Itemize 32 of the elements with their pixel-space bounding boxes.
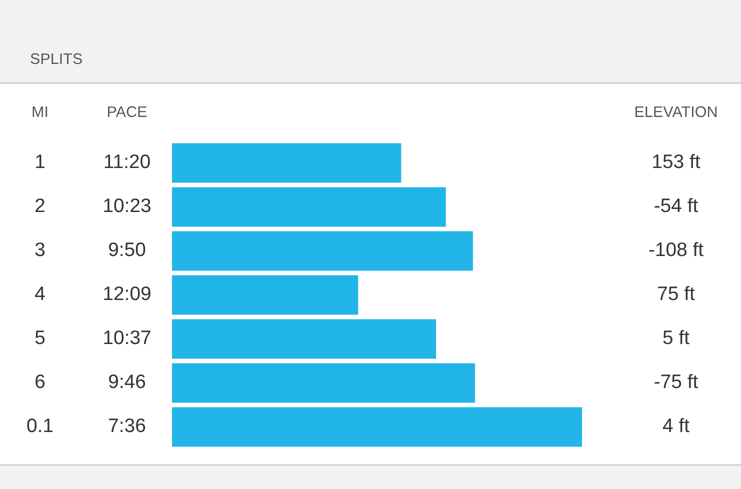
bar xyxy=(172,319,436,359)
text: -75 ft xyxy=(654,374,698,388)
text: 4 ft xyxy=(662,418,690,432)
text: 153 ft xyxy=(653,154,700,168)
bar xyxy=(172,407,582,447)
text: 7:36 xyxy=(109,418,146,432)
text: 9:50 xyxy=(108,242,146,256)
text: -54 ft xyxy=(654,198,698,212)
y-tick-label: 0.1 xyxy=(27,418,53,432)
text: PACE xyxy=(108,106,147,118)
y-tick-label: 4 xyxy=(35,286,45,300)
text: 12:09 xyxy=(104,286,150,300)
text: 75 ft xyxy=(658,286,695,300)
y-tick-label: 5 xyxy=(35,330,45,344)
y-tick-label: 3 xyxy=(35,242,45,256)
text: 9:46 xyxy=(108,374,146,388)
text: -108 ft xyxy=(649,242,704,256)
bar xyxy=(172,275,358,315)
bar xyxy=(172,231,473,271)
bar xyxy=(172,363,475,403)
text: 11:20 xyxy=(104,154,150,168)
bar xyxy=(172,187,446,227)
y-tick-label: 6 xyxy=(36,374,45,388)
y-tick-label: 2 xyxy=(36,198,44,212)
text: 10:37 xyxy=(104,330,150,344)
text: ELEVATION xyxy=(636,106,717,118)
text: MI xyxy=(32,106,48,117)
text: 10:23 xyxy=(104,198,150,212)
chart-title: SPLITS xyxy=(30,53,82,64)
text: 5 ft xyxy=(663,330,690,344)
y-tick-label: 1 xyxy=(36,154,44,168)
bar xyxy=(172,143,402,183)
